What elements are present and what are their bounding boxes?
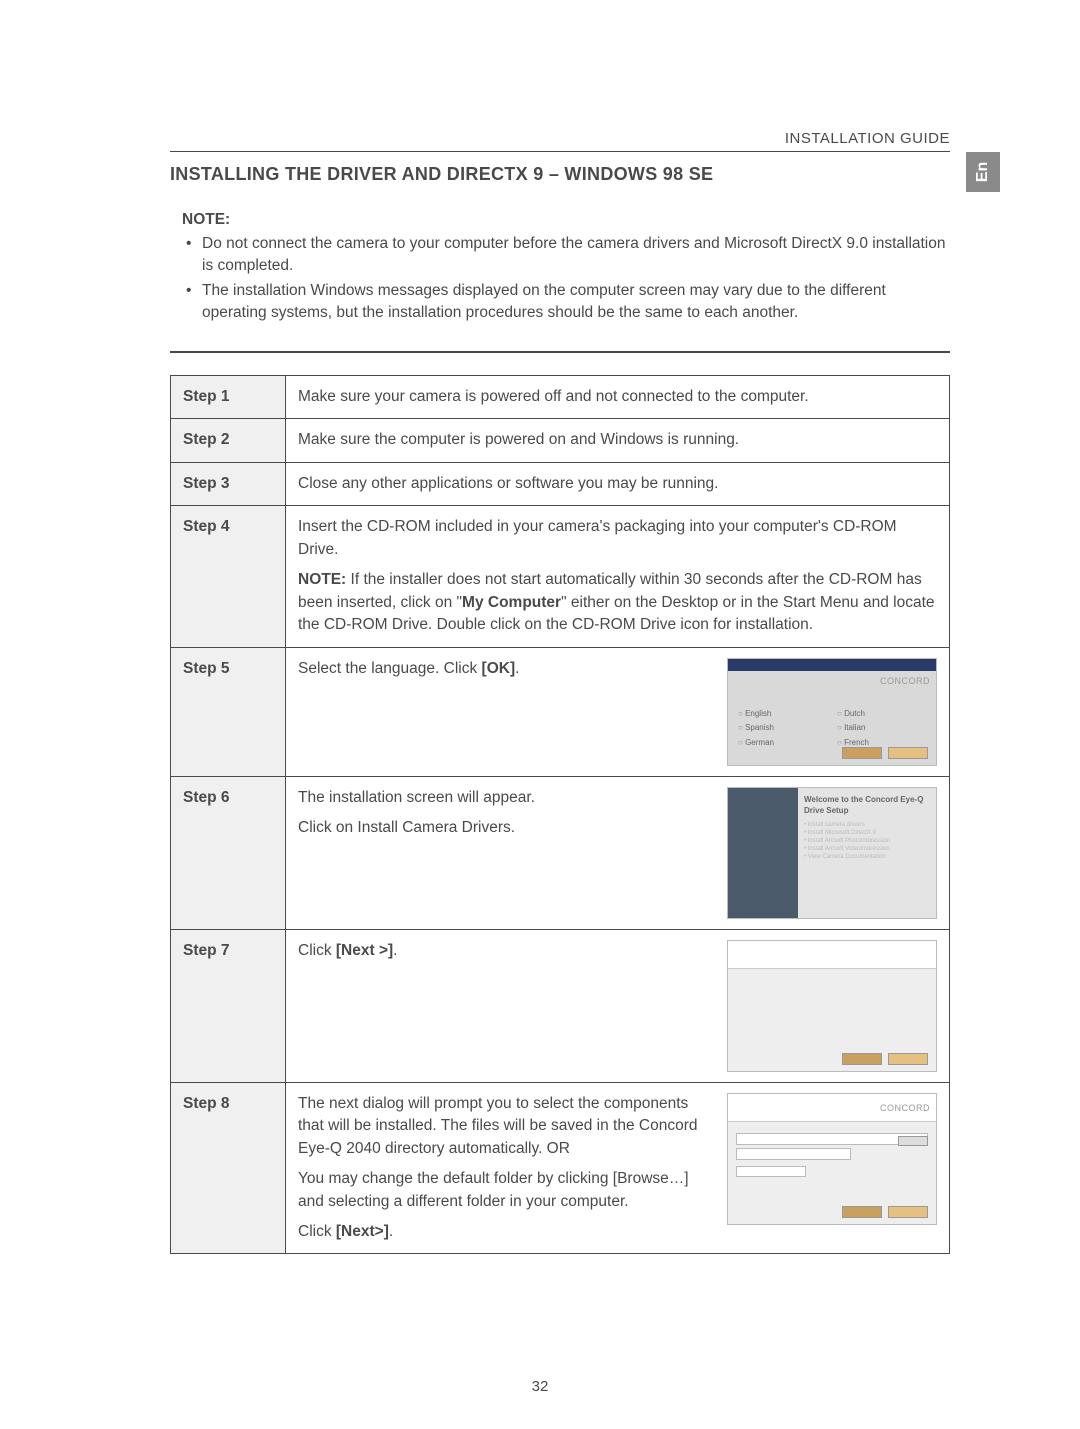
screenshot-radio-grid: EnglishDutchSpanishItalianGermanFrench [728,708,936,749]
note-item: The installation Windows messages displa… [182,280,950,325]
step-body-text: Click [Next >]. [298,940,715,1072]
dialog-button [842,1053,882,1065]
document-page: INSTALLATION GUIDE INSTALLING THE DRIVER… [0,0,1080,1429]
section-divider [170,351,950,353]
step-label-cell: Step 2 [171,419,286,462]
screenshot-logo: CONCORD [728,671,936,688]
screenshot-wizard [727,940,937,1072]
step-body-cell: Make sure the computer is powered on and… [286,419,950,462]
table-row: Step 3Close any other applications or so… [171,462,950,505]
note-item: Do not connect the camera to your comput… [182,233,950,278]
table-row: Step 8The next dialog will prompt you to… [171,1082,950,1254]
dialog-button [842,1206,882,1218]
step-body-cell: Select the language. Click [OK]. CONCORD… [286,647,950,776]
step-label-cell: Step 7 [171,929,286,1082]
screenshot-installer: Welcome to the Concord Eye-Q Drive Setup… [727,787,937,919]
step-label-cell: Step 8 [171,1082,286,1254]
note-block: NOTE: Do not connect the camera to your … [182,211,950,325]
section-title: INSTALLING THE DRIVER AND DIRECTX 9 – WI… [170,164,950,185]
steps-table: Step 1Make sure your camera is powered o… [170,375,950,1255]
table-row: Step 1Make sure your camera is powered o… [171,375,950,418]
step-body-cell: The installation screen will appear.Clic… [286,776,950,929]
table-row: Step 5Select the language. Click [OK]. C… [171,647,950,776]
table-row: Step 4Insert the CD-ROM included in your… [171,506,950,647]
dialog-button [888,1206,928,1218]
step-body-cell: Click [Next >]. [286,929,950,1082]
note-title: NOTE: [182,211,950,229]
screenshot-language-dialog: CONCORD EnglishDutchSpanishItalianGerman… [727,658,937,766]
step-label-cell: Step 5 [171,647,286,776]
page-number: 32 [532,1378,549,1395]
table-row: Step 6The installation screen will appea… [171,776,950,929]
step-body-text: The installation screen will appear.Clic… [298,787,715,919]
language-tab: En [966,152,1000,192]
step-label-cell: Step 6 [171,776,286,929]
step-body-cell: Close any other applications or software… [286,462,950,505]
step-label-cell: Step 1 [171,375,286,418]
step-label-cell: Step 4 [171,506,286,647]
screenshot-wizard-browse: CONCORD [727,1093,937,1225]
dialog-button [888,747,928,759]
step-label-cell: Step 3 [171,462,286,505]
step-body-cell: Make sure your camera is powered off and… [286,375,950,418]
header-rule [170,151,950,152]
step-body-cell: Insert the CD-ROM included in your camer… [286,506,950,647]
step-body-cell: The next dialog will prompt you to selec… [286,1082,950,1254]
header-guide-label: INSTALLATION GUIDE [170,130,950,147]
step-body-text: The next dialog will prompt you to selec… [298,1093,715,1244]
step-body-text: Select the language. Click [OK]. [298,658,715,766]
dialog-button [842,747,882,759]
note-list: Do not connect the camera to your comput… [182,233,950,325]
language-tab-text: En [974,162,992,182]
table-row: Step 2Make sure the computer is powered … [171,419,950,462]
dialog-button [888,1053,928,1065]
table-row: Step 7Click [Next >]. [171,929,950,1082]
